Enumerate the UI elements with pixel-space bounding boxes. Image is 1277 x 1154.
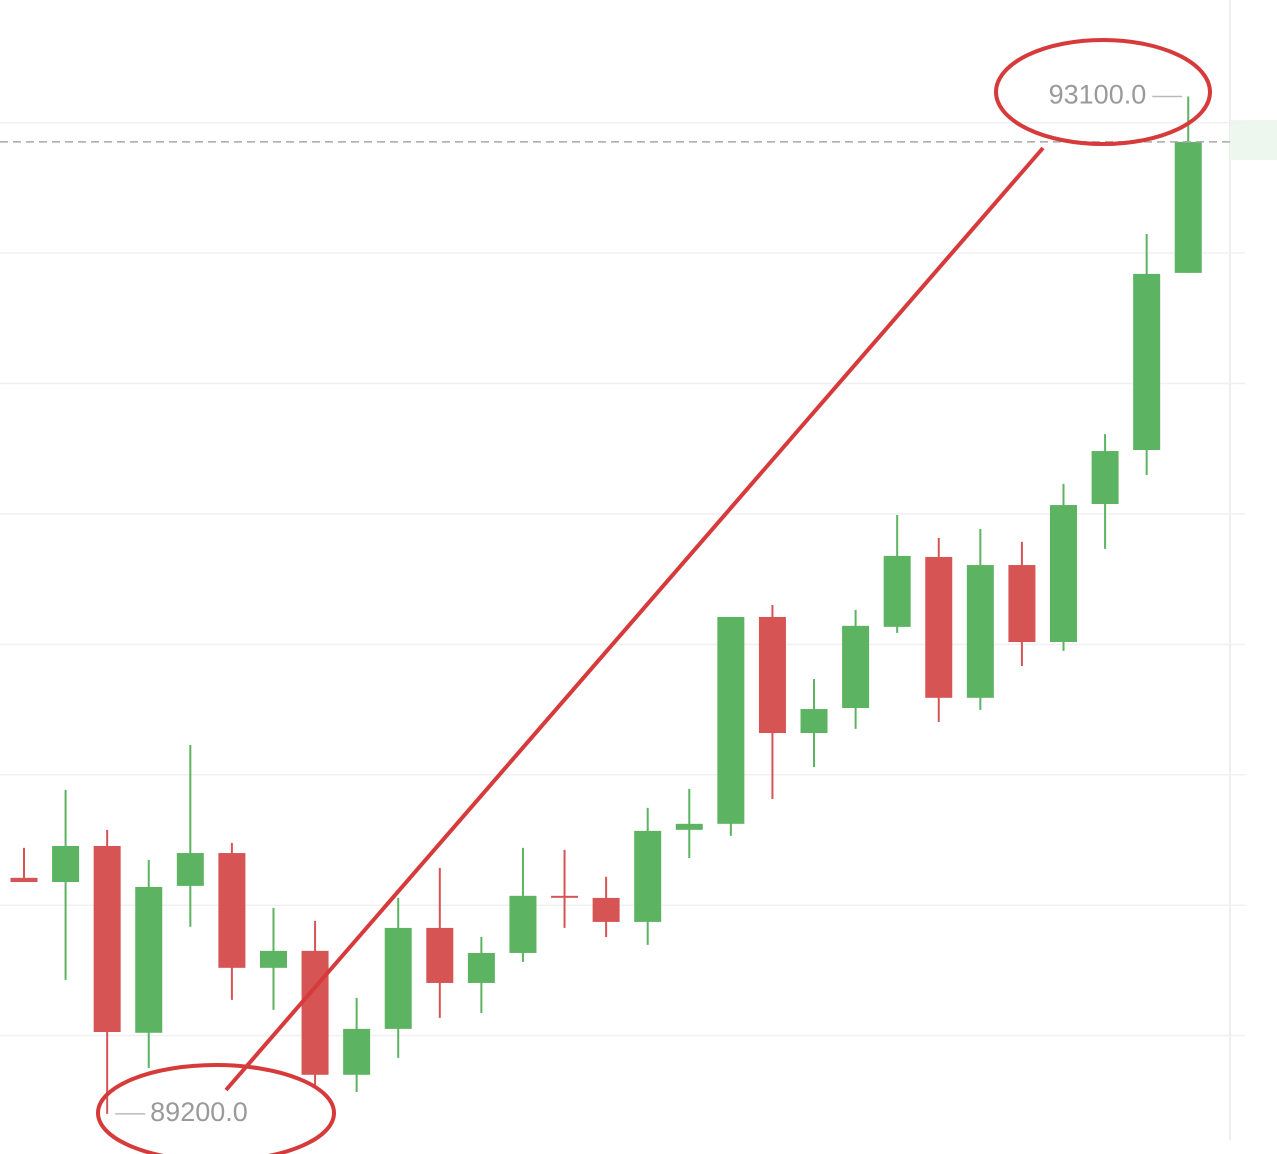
annotation-label: 89200.0 bbox=[150, 1097, 248, 1127]
circle-low bbox=[96, 1063, 336, 1154]
candle-body bbox=[52, 846, 80, 882]
candle-body bbox=[1133, 273, 1161, 450]
candle-body bbox=[592, 897, 620, 922]
candle-body bbox=[842, 625, 870, 708]
candle-body bbox=[717, 616, 745, 824]
circle-high bbox=[994, 38, 1212, 146]
candle-body bbox=[966, 565, 994, 698]
hand-annotation bbox=[96, 38, 1212, 1154]
candle-body bbox=[301, 950, 329, 1075]
candle-body bbox=[675, 823, 703, 830]
grid bbox=[0, 121, 1245, 1037]
annotation-label: 93100.0 bbox=[1049, 80, 1147, 110]
candle-body bbox=[1050, 505, 1077, 642]
candle-body bbox=[509, 895, 537, 953]
candle-body bbox=[883, 555, 911, 627]
candle-body bbox=[1174, 141, 1202, 273]
price-tag bbox=[1230, 120, 1277, 160]
candle-body bbox=[800, 709, 828, 734]
candle-body bbox=[1091, 451, 1119, 504]
candle-body bbox=[343, 1028, 371, 1075]
candle-body bbox=[426, 927, 454, 983]
candle-body bbox=[176, 853, 204, 886]
candle-body bbox=[634, 830, 662, 922]
labels: 93100.0 89200.0 bbox=[115, 80, 1183, 1127]
candle-body bbox=[1008, 565, 1036, 642]
candle-body bbox=[10, 877, 38, 882]
candle-body bbox=[758, 616, 786, 734]
candle-body bbox=[259, 950, 287, 968]
candle-body bbox=[384, 927, 412, 1029]
candle-body bbox=[925, 556, 953, 698]
candle-body bbox=[135, 886, 163, 1033]
candles bbox=[0, 96, 1230, 1114]
candle-body bbox=[551, 895, 579, 898]
candle-body bbox=[467, 952, 495, 983]
trend-line bbox=[224, 146, 1045, 1092]
candle-body bbox=[218, 853, 246, 968]
candle-body bbox=[93, 846, 121, 1032]
